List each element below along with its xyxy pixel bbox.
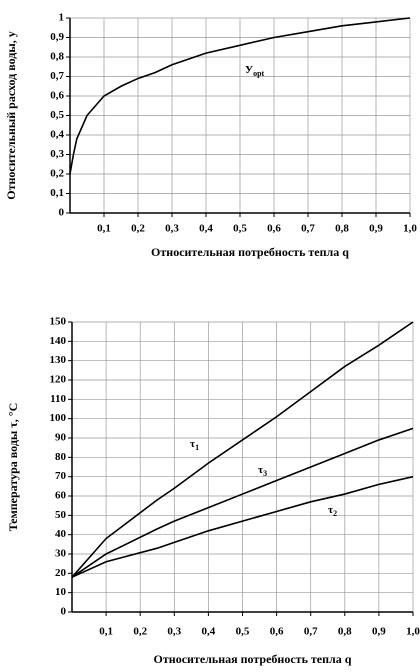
y-tick-label: 40 xyxy=(55,528,67,540)
series-label-sub: 3 xyxy=(263,469,267,478)
x-tick-label: 0,3 xyxy=(165,223,179,235)
y-tick-label: 60 xyxy=(55,490,67,502)
y-tick-label: 140 xyxy=(50,335,67,347)
y-tick-label: 0,4 xyxy=(50,129,64,141)
x-tick-label: 0,7 xyxy=(301,223,315,235)
x-tick-label: 0,4 xyxy=(202,626,216,638)
y-tick-label: 100 xyxy=(50,412,67,424)
x-tick-label: 0,3 xyxy=(167,626,181,638)
x-tick-label: 0,1 xyxy=(97,223,111,235)
y-tick-label: 30 xyxy=(55,548,67,560)
series-label-text: τ xyxy=(328,504,333,516)
series-label: τ3 xyxy=(258,464,267,478)
y-tick-label: 0 xyxy=(59,207,65,219)
y-tick-label: 0,9 xyxy=(50,31,64,43)
x-tick-label: 0,8 xyxy=(335,223,349,235)
x-axis-title: Относительная потребность тепла q xyxy=(151,245,349,259)
x-tick-label: 0,5 xyxy=(236,626,250,638)
x-tick-label: 0,1 xyxy=(99,626,113,638)
x-axis-title: Относительная потребность тепла q xyxy=(154,652,352,666)
y-tick-label: 50 xyxy=(55,509,67,521)
y-axis-title: Температура воды τ, °C xyxy=(6,403,20,532)
annotation-text: У xyxy=(245,64,253,76)
y-tick-label: 20 xyxy=(55,567,67,579)
x-tick-label: 0,8 xyxy=(338,626,352,638)
y-tick-label: 130 xyxy=(50,354,67,366)
y-axis-title: Относительный расход воды, y xyxy=(4,31,18,199)
y-tick-label: 0,5 xyxy=(50,109,64,121)
y-tick-label: 0 xyxy=(61,606,67,618)
y-tick-label: 0,8 xyxy=(50,51,64,63)
x-tick-label: 0,6 xyxy=(270,626,284,638)
series-label: τ1 xyxy=(190,438,199,452)
annotation: Уopt xyxy=(245,64,265,78)
y-tick-label: 0,6 xyxy=(50,90,64,102)
x-tick-label: 0,9 xyxy=(369,223,383,235)
x-tick-label: 0,4 xyxy=(199,223,213,235)
x-tick-label: 0,2 xyxy=(131,223,145,235)
series-label-text: τ xyxy=(258,464,263,476)
series-label-sub: 1 xyxy=(195,443,199,452)
y-tick-label: 0,1 xyxy=(50,187,64,199)
x-tick-label: 0,6 xyxy=(267,223,281,235)
line xyxy=(71,475,414,578)
y-tick-label: 1 xyxy=(59,12,65,24)
series-label-sub: 2 xyxy=(333,509,337,518)
series-label: τ2 xyxy=(328,504,337,518)
x-tick-label: 1,0 xyxy=(406,626,420,638)
y-tick-label: 120 xyxy=(50,374,67,386)
y-tick-label: 80 xyxy=(55,451,67,463)
y-tick-label: 10 xyxy=(55,586,67,598)
y-tick-label: 0,7 xyxy=(50,70,64,82)
x-tick-label: 0,7 xyxy=(304,626,318,638)
y-tick-label: 0,2 xyxy=(50,168,64,180)
y-tick-label: 90 xyxy=(55,432,67,444)
annotation-sub: opt xyxy=(253,69,264,78)
line xyxy=(71,427,414,578)
series-label-text: τ xyxy=(190,438,195,450)
x-tick-label: 1,0 xyxy=(403,223,417,235)
line xyxy=(69,17,411,175)
x-tick-label: 0,9 xyxy=(372,626,386,638)
y-tick-label: 70 xyxy=(55,470,67,482)
y-tick-label: 0,3 xyxy=(50,148,64,160)
x-tick-label: 0,2 xyxy=(133,626,147,638)
y-tick-label: 150 xyxy=(50,316,67,328)
y-tick-label: 110 xyxy=(50,393,66,405)
line xyxy=(71,321,414,578)
x-tick-label: 0,5 xyxy=(233,223,247,235)
